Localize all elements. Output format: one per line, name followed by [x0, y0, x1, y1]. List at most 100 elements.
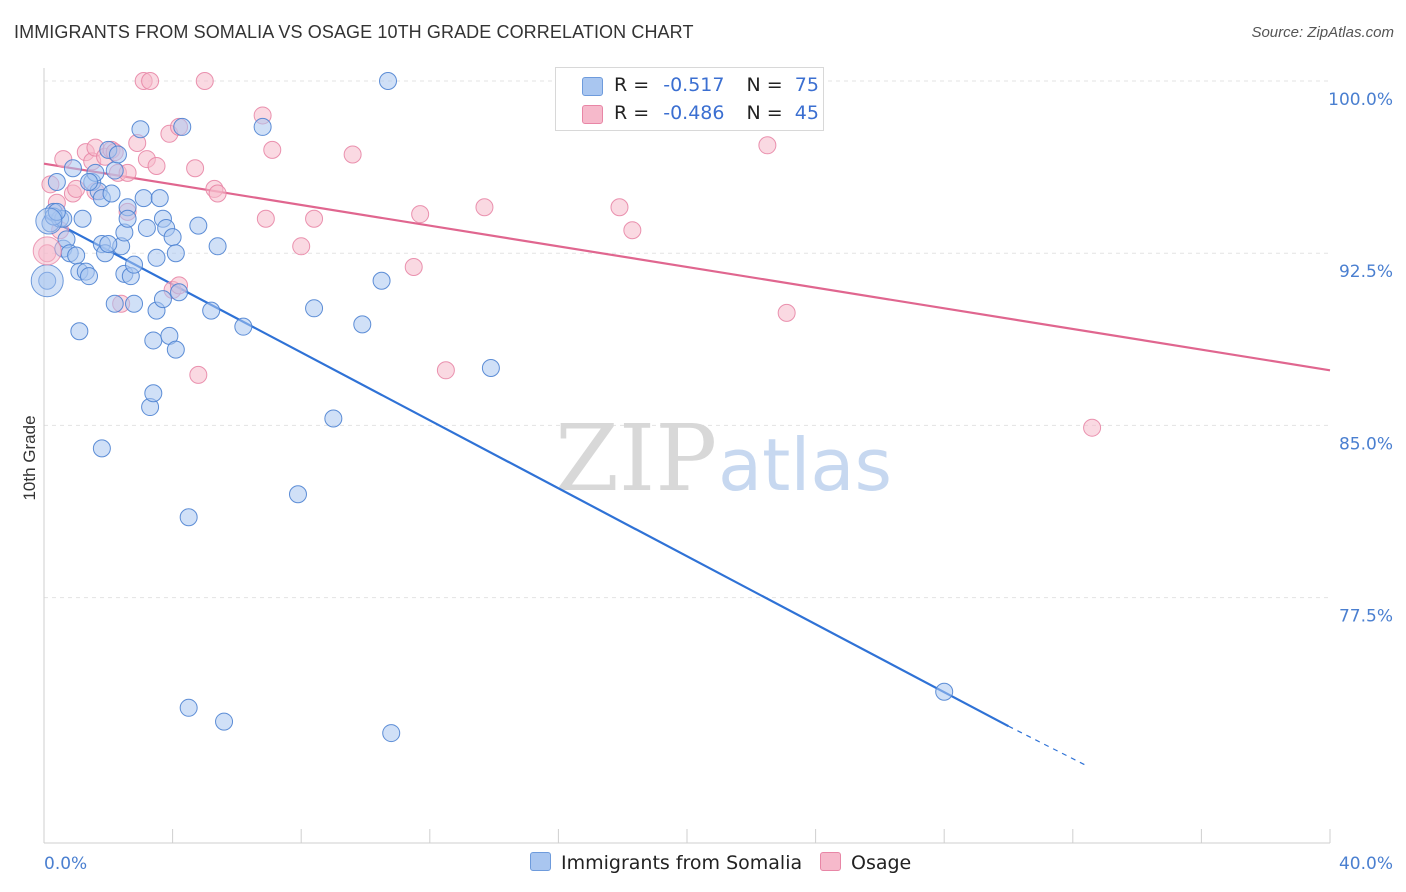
somalia-point	[166, 244, 185, 263]
legend-row-somalia: R = -0.517 N = 75	[556, 72, 823, 100]
osage-trend-line	[43, 162, 1331, 372]
somalia-trend-extension	[1008, 725, 1086, 766]
osage-point	[404, 257, 423, 276]
somalia-point	[47, 173, 66, 192]
somalia-point	[253, 117, 272, 136]
source-label: Source: ZipAtlas.com	[1251, 24, 1394, 41]
somalia-point	[105, 161, 124, 180]
somalia-point	[144, 384, 163, 403]
somalia-point	[80, 267, 99, 286]
osage-point	[208, 184, 227, 203]
osage-point	[32, 236, 62, 266]
somalia-point	[30, 264, 64, 298]
y-tick-label: 100.0%	[1328, 90, 1393, 110]
y-tick-labels: 77.5% 85.0% 92.5% 100.0%	[1328, 90, 1393, 627]
osage-point	[292, 237, 311, 256]
somalia-point	[202, 301, 221, 320]
somalia-point	[105, 294, 124, 313]
osage-point	[147, 156, 166, 175]
somalia-point	[131, 120, 150, 139]
somalia-point	[170, 283, 189, 302]
axes	[43, 68, 1331, 844]
somalia-point	[147, 248, 166, 267]
somalia-point	[150, 189, 169, 208]
bottom-legend-somalia[interactable]: Immigrants from Somalia	[530, 852, 802, 874]
legend-n-value: 75	[794, 74, 819, 96]
osage-point	[475, 198, 494, 217]
bottom-legend-swatch-pink	[820, 852, 841, 871]
somalia-point	[63, 159, 82, 178]
osage-point	[1083, 418, 1102, 437]
osage-point	[305, 209, 324, 228]
somalia-point	[189, 216, 208, 235]
legend-row-osage: R = -0.486 N = 45	[556, 100, 823, 128]
somalia-point	[166, 340, 185, 359]
osage-point	[141, 72, 160, 90]
somalia-point	[99, 235, 118, 254]
osage-point	[436, 361, 455, 380]
legend-n-value: 45	[794, 102, 819, 124]
legend-r-label: R =	[614, 74, 650, 96]
somalia-point	[163, 228, 182, 247]
legend-n-label: N =	[746, 102, 783, 124]
legend-r-value: -0.517	[663, 74, 725, 96]
y-tick-label: 85.0%	[1339, 434, 1393, 454]
somalia-point	[179, 698, 198, 717]
somalia-point	[173, 117, 192, 136]
osage-point	[263, 140, 282, 159]
somalia-point	[234, 317, 253, 336]
osage-point	[758, 136, 777, 155]
bottom-legend-label: Osage	[851, 852, 912, 874]
somalia-point	[73, 209, 92, 228]
somalia-point	[215, 712, 234, 731]
somalia-point	[118, 209, 137, 228]
somalia-point	[324, 409, 343, 428]
chart-title: IMMIGRANTS FROM SOMALIA VS OSAGE 10TH GR…	[14, 22, 694, 42]
osage-point	[411, 205, 430, 224]
somalia-point	[70, 322, 89, 341]
somalia-point	[125, 294, 144, 313]
x-tick-labels: 0.0% 40.0%	[44, 854, 1393, 874]
somalia-point	[153, 290, 172, 309]
somalia-point	[134, 189, 153, 208]
somalia-point	[935, 682, 954, 701]
somalia-trend-line	[43, 215, 1010, 728]
somalia-point	[353, 315, 372, 334]
legend-swatch-blue	[582, 77, 603, 96]
somalia-point	[208, 237, 227, 256]
bottom-legend-swatch-blue	[530, 852, 551, 871]
somalia-point	[35, 207, 63, 235]
somalia-point	[80, 173, 99, 192]
bottom-legend-osage[interactable]: Osage	[820, 852, 911, 874]
somalia-point	[102, 184, 121, 203]
osage-point	[195, 72, 214, 90]
somalia-point	[372, 271, 391, 290]
somalia-point	[137, 218, 156, 237]
y-tick-label: 77.5%	[1339, 607, 1393, 627]
legend-n-label: N =	[746, 74, 783, 96]
somalia-point	[179, 508, 198, 527]
data-points	[30, 72, 1102, 743]
osage-point	[256, 209, 275, 228]
somalia-point	[481, 359, 500, 377]
osage-point	[623, 221, 642, 240]
legend-r-label: R =	[614, 102, 650, 124]
osage-point	[343, 145, 362, 164]
y-axis-label: 10th Grade	[20, 415, 39, 500]
legend-swatch-pink	[582, 105, 603, 124]
somalia-point	[382, 724, 401, 743]
legend-r-value: -0.486	[663, 102, 725, 124]
somalia-point	[379, 72, 398, 90]
bottom-legend-label: Immigrants from Somalia	[561, 852, 803, 874]
watermark-zip: ZIP	[555, 405, 717, 512]
watermark: ZIP atlas	[555, 405, 892, 512]
somalia-point	[144, 331, 163, 350]
somalia-point	[305, 299, 324, 318]
osage-point	[610, 198, 629, 217]
somalia-point	[288, 485, 307, 504]
osage-point	[189, 365, 208, 384]
somalia-point	[92, 439, 111, 458]
watermark-atlas: atlas	[718, 423, 892, 507]
osage-point	[777, 303, 796, 322]
